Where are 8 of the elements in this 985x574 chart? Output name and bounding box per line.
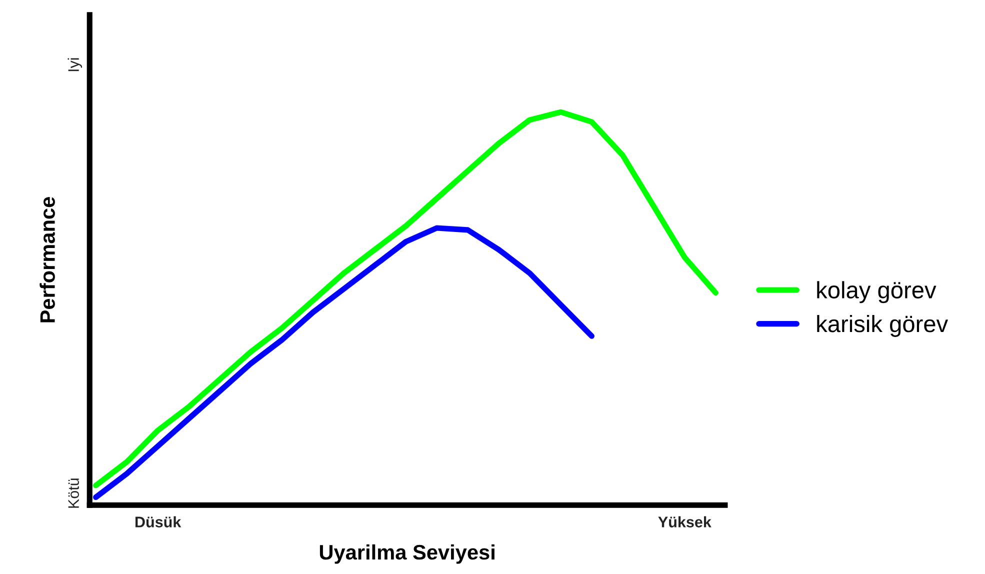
y-axis-title: Performance [40, 197, 55, 322]
legend-label: karisik görev [817, 314, 948, 337]
legend-label: kolay görev [817, 281, 936, 304]
text: Iyi [68, 58, 82, 72]
x-tick-label: Düsük [135, 516, 182, 528]
x-axis-title: Uyarilma Seviyesi [320, 544, 494, 564]
x-tick-label: Yüksek [658, 516, 712, 528]
text: Kötü [68, 478, 79, 508]
